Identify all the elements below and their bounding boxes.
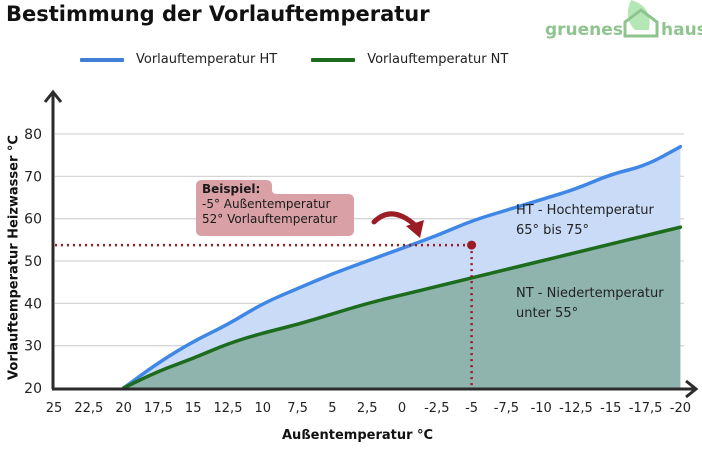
- axes: [43, 89, 699, 399]
- x-axis-label: Außentemperatur °C: [282, 428, 434, 443]
- example-marker: [55, 240, 477, 387]
- logo-text-left: gruenes: [545, 20, 623, 40]
- svg-text:30: 30: [24, 339, 42, 355]
- zone-ht-range: 65° bis 75°: [516, 223, 589, 238]
- example-callout: Beispiel: -5° Außentemperatur 52° Vorlau…: [196, 180, 356, 236]
- svg-text:22,5: 22,5: [74, 401, 103, 416]
- svg-text:60: 60: [24, 212, 42, 228]
- legend-label-ht: Vorlauftemperatur HT: [136, 52, 278, 67]
- callout-arrow: [371, 211, 419, 229]
- legend-swatch-ht: [80, 57, 124, 62]
- svg-text:-17,5: -17,5: [629, 401, 663, 416]
- svg-text:-7,5: -7,5: [494, 401, 519, 416]
- y-axis-label: Vorlauftemperatur Heizwasser °C: [6, 135, 22, 380]
- svg-text:0: 0: [398, 401, 406, 416]
- svg-text:5: 5: [328, 401, 336, 416]
- legend: Vorlauftemperatur HT Vorlauftemperatur N…: [80, 52, 522, 67]
- svg-text:-20: -20: [670, 401, 691, 416]
- chart-title: Bestimmung der Vorlauftemperatur: [6, 2, 430, 26]
- callout-line2: 52° Vorlauftemperatur: [202, 212, 338, 226]
- svg-text:80: 80: [24, 127, 42, 143]
- svg-text:-10: -10: [531, 401, 552, 416]
- svg-text:50: 50: [24, 254, 42, 270]
- data-areas: [121, 144, 683, 390]
- callout-line1: -5° Außentemperatur: [202, 197, 331, 211]
- legend-swatch-nt: [311, 57, 356, 62]
- legend-item-ht: Vorlauftemperatur HT: [80, 52, 277, 67]
- svg-text:-12,5: -12,5: [559, 401, 593, 416]
- callout-text: Beispiel: -5° Außentemperatur 52° Vorlau…: [202, 182, 337, 227]
- logo: gruenes haus: [545, 0, 702, 50]
- legend-item-nt: Vorlauftemperatur NT: [311, 52, 508, 67]
- callout-arrowhead: [406, 220, 424, 238]
- svg-text:-2,5: -2,5: [424, 401, 449, 416]
- zone-nt-title: NT - Niedertemperatur: [516, 286, 664, 301]
- svg-text:15: 15: [185, 401, 202, 416]
- svg-text:12,5: 12,5: [214, 401, 243, 416]
- svg-text:-5: -5: [465, 401, 478, 416]
- legend-label-nt: Vorlauftemperatur NT: [367, 52, 509, 67]
- zone-ht-title: HT - Hochtemperatur: [516, 203, 654, 218]
- callout-heading: Beispiel:: [202, 182, 261, 196]
- tick-labels: 20 30 40 50 60 70 80 25 22,5 20 17,5 15 12,5 10 7,5 5 2,…: [24, 127, 691, 416]
- svg-text:10: 10: [255, 401, 272, 416]
- svg-text:-15: -15: [600, 401, 621, 416]
- callout-bubble: [196, 180, 354, 236]
- svg-text:17,5: 17,5: [144, 401, 173, 416]
- svg-text:40: 40: [24, 296, 42, 312]
- zone-label-nt: NT - Niedertemperatur unter 55°: [516, 284, 664, 324]
- svg-text:70: 70: [24, 169, 42, 185]
- svg-text:7,5: 7,5: [287, 401, 308, 416]
- house-leaf-icon: [623, 0, 659, 38]
- logo-text-right: haus: [661, 20, 702, 40]
- zone-nt-range: unter 55°: [516, 306, 579, 321]
- svg-text:20: 20: [115, 401, 132, 416]
- zone-label-ht: HT - Hochtemperatur 65° bis 75°: [516, 201, 654, 241]
- svg-text:20: 20: [24, 381, 42, 397]
- svg-text:25: 25: [46, 401, 63, 416]
- svg-text:2,5: 2,5: [357, 401, 378, 416]
